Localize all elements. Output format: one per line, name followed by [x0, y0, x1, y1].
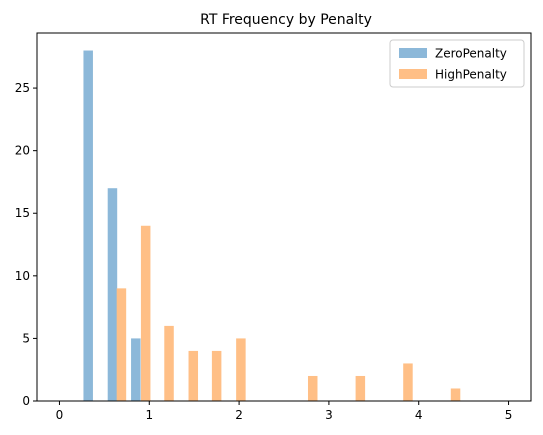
bar-highpenalty-4: [211, 350, 222, 401]
x-tick-label: 4: [415, 408, 423, 422]
y-tick-label: 15: [15, 206, 30, 220]
bars-layer: [83, 50, 461, 402]
bar-highpenalty-0: [116, 288, 127, 401]
legend: ZeroPenalty HighPenalty: [389, 39, 525, 88]
y-tick-label: 20: [15, 144, 30, 158]
legend-swatch-zeropenalty: [399, 48, 427, 58]
bar-highpenalty-5: [236, 338, 246, 401]
bar-highpenalty-9: [450, 388, 461, 401]
bar-highpenalty-2: [164, 325, 174, 401]
y-tick-label: 25: [15, 81, 30, 95]
bar-zeropenalty-2: [131, 338, 141, 401]
y-tick-label: 0: [22, 394, 30, 408]
bar-highpenalty-1: [140, 225, 151, 401]
legend-swatch-highpenalty: [399, 69, 427, 79]
x-tick-label: 1: [145, 408, 153, 422]
x-tick-label: 3: [325, 408, 333, 422]
axes-layer: 0 1 2 3 4 5 0 5 10 15 20 25: [15, 32, 532, 422]
bar-zeropenalty-1: [107, 188, 118, 401]
bar-highpenalty-8: [403, 363, 413, 401]
x-tick-label: 2: [235, 408, 243, 422]
bar-zeropenalty-0: [83, 50, 93, 402]
chart-title: RT Frequency by Penalty: [200, 12, 372, 28]
bar-highpenalty-6: [307, 375, 318, 401]
legend-label-zeropenalty: ZeroPenalty: [435, 47, 507, 61]
x-tick-label: 0: [56, 408, 64, 422]
y-tick-label: 10: [15, 269, 30, 283]
legend-label-highpenalty: HighPenalty: [435, 68, 507, 82]
x-tick-label: 5: [505, 408, 513, 422]
bar-highpenalty-7: [355, 375, 366, 401]
y-tick-label: 5: [22, 331, 30, 345]
plot-frame: [36, 32, 532, 402]
bar-highpenalty-3: [188, 350, 199, 401]
